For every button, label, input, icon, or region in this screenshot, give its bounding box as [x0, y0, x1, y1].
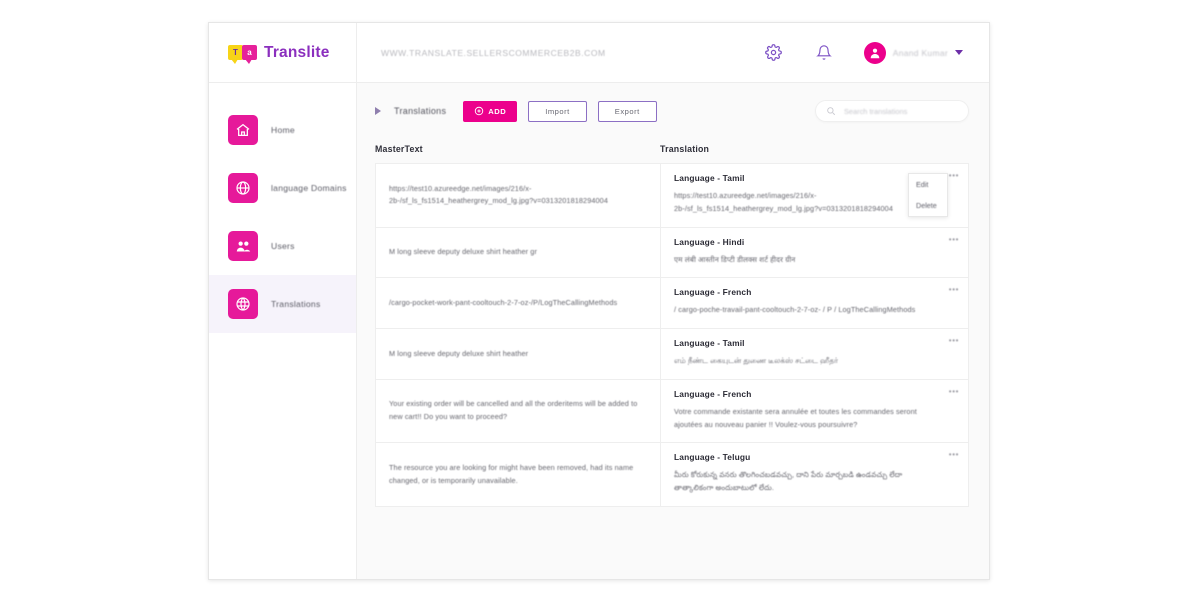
table-row: /cargo-pocket-work-pant-cooltouch-2-7-oz…: [375, 277, 969, 329]
bell-icon[interactable]: [814, 43, 834, 63]
logo-bubble-yellow: T: [228, 45, 243, 64]
caret-right-icon[interactable]: [375, 107, 381, 115]
table-row: M long sleeve deputy deluxe shirt heathe…: [375, 328, 969, 379]
table-row: The resource you are looking for might h…: [375, 442, 969, 507]
header-actions: Anand Kumar: [764, 41, 989, 64]
translation-value: https://test10.azureedge.net/images/216/…: [674, 191, 893, 213]
row-actions-kebab-icon[interactable]: •••: [948, 450, 959, 460]
mastertext-value: M long sleeve deputy deluxe shirt heathe…: [389, 247, 537, 257]
sidebar-item-home-label: Home: [271, 125, 295, 135]
app-header: T a Translite WWW.TRANSLATE.SELLERSCOMME…: [209, 23, 989, 83]
row-actions-kebab-icon[interactable]: •••: [948, 336, 959, 346]
import-button[interactable]: Import: [528, 100, 587, 122]
search-box[interactable]: [815, 100, 969, 122]
chevron-down-icon[interactable]: [955, 50, 963, 55]
home-icon: [228, 115, 258, 145]
row-action-menu: Edit Delete: [908, 173, 948, 217]
sidebar-item-translations-label: Translations: [271, 299, 321, 309]
table-row: https://test10.azureedge.net/images/216/…: [375, 163, 969, 227]
mastertext-value: /cargo-pocket-work-pant-cooltouch-2-7-oz…: [389, 297, 618, 307]
language-label: Language - Tamil: [674, 173, 745, 183]
translation-value: / cargo-poche-travail-pant-cooltouch-2-7…: [674, 305, 916, 315]
cell-mastertext: Your existing order will be cancelled an…: [376, 379, 661, 443]
sidebar-item-home[interactable]: Home: [209, 101, 356, 159]
row-actions-kebab-icon[interactable]: •••: [948, 234, 959, 244]
translate-globe-icon: [228, 289, 258, 319]
delete-menu-item[interactable]: Delete: [916, 201, 937, 210]
sidebar-item-language-domains[interactable]: language Domains: [209, 159, 356, 217]
user-menu[interactable]: Anand Kumar: [863, 41, 963, 64]
row-actions-kebab-icon[interactable]: •••: [948, 171, 959, 180]
brand-name: Translite: [264, 43, 330, 61]
brand-logo[interactable]: T a Translite: [209, 23, 357, 82]
search-input[interactable]: [844, 106, 958, 116]
mastertext-value: M long sleeve deputy deluxe shirt heathe…: [389, 348, 529, 358]
table-column-headers: MasterText Translation: [375, 144, 969, 163]
sidebar-item-language-domains-label: language Domains: [271, 183, 347, 193]
cell-translation: Language - Hindi एम लंबी आस्तीन डिप्टी डी…: [661, 228, 968, 278]
search-wrap: [815, 100, 969, 122]
sidebar-item-users-label: Users: [271, 241, 295, 251]
header-url: WWW.TRANSLATE.SELLERSCOMMERCEB2B.COM: [381, 47, 606, 58]
gear-icon[interactable]: [764, 43, 784, 63]
edit-menu-item[interactable]: Edit: [916, 180, 929, 189]
content-area: Translations ADD Import Export: [357, 83, 989, 579]
table-row: Your existing order will be cancelled an…: [375, 378, 969, 443]
cell-mastertext: https://test10.azureedge.net/images/216/…: [376, 164, 661, 227]
logo-bubble-magenta: a: [242, 45, 257, 64]
export-button[interactable]: Export: [597, 100, 657, 122]
row-actions-kebab-icon[interactable]: •••: [948, 386, 959, 396]
app-window: T a Translite WWW.TRANSLATE.SELLERSCOMME…: [208, 22, 990, 580]
translation-value: మీరు కోరుకున్న వనరు తొలగించబడవచ్చు, దాని…: [674, 470, 903, 493]
table-row: M long sleeve deputy deluxe shirt heathe…: [375, 226, 969, 278]
sidebar-item-translations[interactable]: Translations: [209, 275, 356, 333]
column-header-translation: Translation: [660, 144, 710, 154]
globe-icon: [228, 173, 258, 203]
cell-translation: Language - Tamil https://test10.azureedge…: [661, 164, 968, 227]
avatar: [863, 41, 886, 64]
translation-value: एम लंबी आस्तीन डिप्टी डीलक्स शर्ट हीदर ग…: [674, 254, 796, 264]
add-button[interactable]: ADD: [463, 100, 518, 122]
mastertext-value: The resource you are looking for might h…: [389, 462, 634, 485]
cell-translation: Language - French Votre commande existant…: [661, 380, 968, 443]
column-header-mastertext: MasterText: [375, 144, 423, 154]
search-icon: [827, 107, 836, 116]
mastertext-value: https://test10.azureedge.net/images/216/…: [389, 183, 608, 206]
translations-table: https://test10.azureedge.net/images/216/…: [375, 163, 969, 507]
language-label: Language - French: [674, 388, 752, 399]
language-label: Language - Telugu: [674, 452, 751, 463]
toolbar: Translations ADD Import Export: [375, 99, 969, 123]
add-button-label: ADD: [488, 106, 507, 116]
plus-circle-icon: [475, 106, 484, 116]
app-body: Home language Domains: [209, 83, 989, 579]
user-name: Anand Kumar: [892, 47, 948, 58]
translation-value: Votre commande existante sera annulée et…: [674, 406, 917, 429]
cell-translation: Language - French / cargo-poche-travail-p…: [661, 278, 968, 328]
language-label: Language - Tamil: [674, 338, 745, 349]
cell-mastertext: M long sleeve deputy deluxe shirt heathe…: [376, 227, 661, 278]
cell-translation: Language - Telugu మీరు కోరుకున్న వనరు తొల…: [661, 443, 968, 506]
breadcrumb: Translations: [394, 106, 447, 116]
logo-icon: T a: [228, 45, 257, 64]
sidebar: Home language Domains: [209, 83, 357, 579]
language-label: Language - French: [674, 287, 752, 298]
cell-mastertext: The resource you are looking for might h…: [376, 443, 661, 506]
mastertext-value: Your existing order will be cancelled an…: [389, 399, 638, 422]
users-icon: [228, 231, 258, 261]
cell-translation: Language - Tamil எம் நீண்ட கையுடன் துணை ட…: [661, 329, 968, 379]
cell-mastertext: M long sleeve deputy deluxe shirt heathe…: [376, 329, 661, 379]
language-label: Language - Hindi: [674, 236, 745, 247]
row-actions-kebab-icon[interactable]: •••: [948, 285, 959, 295]
translation-value: எம் நீண்ட கையுடன் துணை டீலக்ஸ் சட்டை ஹீத…: [674, 356, 839, 366]
cell-mastertext: /cargo-pocket-work-pant-cooltouch-2-7-oz…: [376, 278, 661, 329]
sidebar-item-users[interactable]: Users: [209, 217, 356, 275]
